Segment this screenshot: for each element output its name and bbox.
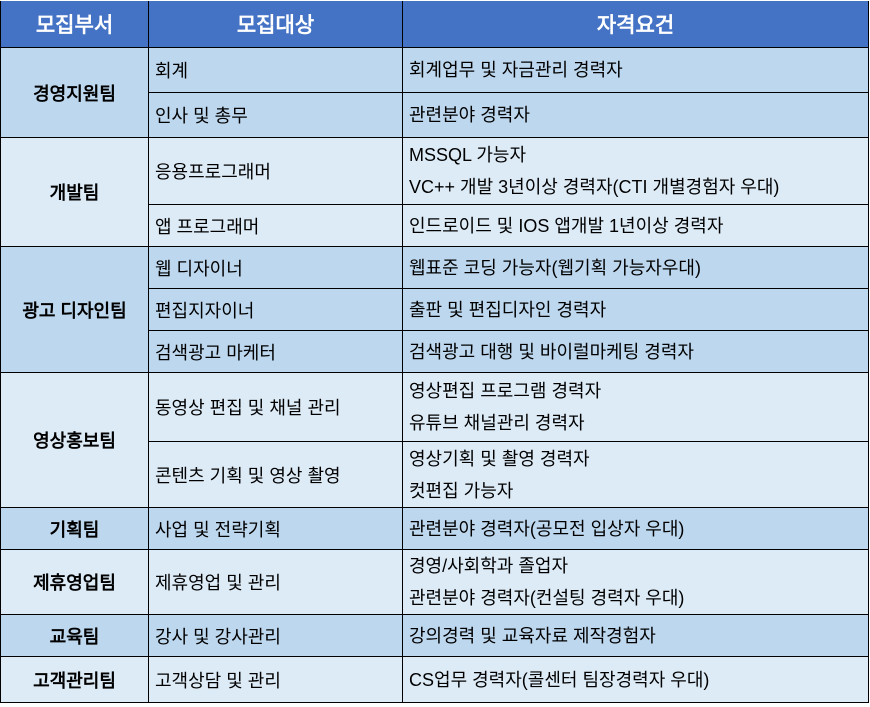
requirement-line: 관련분야 경력자(컨설팅 경력자 우대) [409, 588, 685, 608]
target-cell: 편집지자이너 [148, 288, 403, 331]
target-cell: 사업 및 전략기획 [148, 507, 403, 550]
requirement-line: MSSQL 가능자 [409, 145, 527, 165]
dept-cell: 제휴영업팀 [0, 549, 149, 615]
requirement-cell: 인드로이드 및 IOS 앱개발 1년이상 경력자 [402, 204, 869, 247]
requirement-line: 회계업무 및 자금관리 경력자 [409, 60, 623, 80]
table-row: 콘텐츠 기획 및 영상 촬영 영상기획 및 촬영 경력자 컷편집 가능자 [1, 441, 869, 508]
target-cell: 동영상 편집 및 채널 관리 [148, 372, 403, 442]
target-cell: 강사 및 강사관리 [148, 614, 403, 657]
header-target: 모집대상 [148, 1, 403, 48]
table-row: 편집지자이너 출판 및 편집디자인 경력자 [1, 288, 869, 331]
requirement-line: CS업무 경력자(콜센터 팀장경력자 우대) [409, 669, 710, 690]
dept-cell: 기획팀 [0, 507, 149, 550]
header-dept: 모집부서 [0, 1, 149, 48]
table-row: 기획팀 사업 및 전략기획 관련분야 경력자(공모전 입상자 우대) [0, 507, 869, 550]
target-cell: 인사 및 총무 [148, 92, 403, 138]
requirement-cell: 검색광고 대행 및 바이럴마케팅 경력자 [402, 330, 869, 373]
table-row: 광고 디자인팀 웹 디자이너 웹표준 코딩 가능자(웹기획 가능자우대) [0, 246, 869, 373]
header-row: 모집부서 모집대상 자격요건 [0, 1, 869, 48]
table-row: 고객관리팀 고객상담 및 관리 CS업무 경력자(콜센터 팀장경력자 우대) [0, 656, 869, 703]
target-cell: 제휴영업 및 관리 [148, 549, 403, 615]
requirement-line: 인드로이드 및 IOS 앱개발 1년이상 경력자 [409, 215, 724, 236]
requirement-line: 컷편집 가능자 [409, 480, 514, 501]
requirement-cell: 웹표준 코딩 가능자(웹기획 가능자우대) [402, 246, 869, 289]
requirement-cell: CS업무 경력자(콜센터 팀장경력자 우대) [402, 656, 869, 703]
requirement-line: 웹표준 코딩 가능자(웹기획 가능자우대) [409, 257, 701, 278]
requirement-cell: 회계업무 및 자금관리 경력자 [402, 47, 869, 93]
requirement-cell: 관련분야 경력자 [402, 92, 869, 138]
dept-cell: 개발팀 [0, 137, 149, 247]
requirement-cell: MSSQL 가능자 VC++ 개발 3년이상 경력자(CTI 개별경험자 우대) [402, 137, 869, 205]
requirement-line: 유튜브 채널관리 경력자 [409, 413, 585, 433]
table-row: 영상홍보팀 동영상 편집 및 채널 관리 영상편집 프로그램 경력자 유튜브 채널관리… [0, 372, 869, 508]
target-cell: 고객상담 및 관리 [148, 656, 403, 703]
requirement-line: 영상편집 프로그램 경력자 [409, 381, 602, 401]
target-cell: 응용프로그래머 [148, 137, 403, 205]
dept-cell: 교육팀 [0, 614, 149, 657]
target-cell: 검색광고 마케터 [148, 330, 403, 373]
requirement-line: VC++ 개발 3년이상 경력자(CTI 개별경험자 우대) [409, 177, 780, 197]
requirement-line: 강의경력 및 교육자료 제작경험자 [409, 625, 656, 646]
requirement-line: 영상기획 및 촬영 경력자 [409, 448, 590, 469]
target-cell: 회계 [148, 47, 403, 93]
target-cell: 콘텐츠 기획 및 영상 촬영 [148, 441, 403, 508]
requirement-cell: 강의경력 및 교육자료 제작경험자 [402, 614, 869, 657]
requirement-line: 검색광고 대행 및 바이럴마케팅 경력자 [409, 341, 694, 362]
target-cell: 앱 프로그래머 [148, 204, 403, 247]
dept-cell: 영상홍보팀 [0, 372, 149, 508]
table-row: 검색광고 마케터 검색광고 대행 및 바이럴마케팅 경력자 [1, 330, 869, 373]
requirement-line: 출판 및 편집디자인 경력자 [409, 299, 607, 320]
dept-cell: 광고 디자인팀 [0, 246, 149, 373]
table-row: 교육팀 강사 및 강사관리 강의경력 및 교육자료 제작경험자 [0, 614, 869, 657]
requirement-cell: 출판 및 편집디자인 경력자 [402, 288, 869, 331]
target-cell: 웹 디자이너 [148, 246, 403, 289]
requirement-line: 관련분야 경력자 [409, 105, 530, 125]
requirement-line: 관련분야 경력자(공모전 입상자 우대) [409, 518, 685, 539]
table-row: 인사 및 총무 관련분야 경력자 [1, 92, 869, 138]
table-row: 개발팀 응용프로그래머 MSSQL 가능자 VC++ 개발 3년이상 경력자(CTI … [0, 137, 869, 247]
requirement-cell: 관련분야 경력자(공모전 입상자 우대) [402, 507, 869, 550]
requirement-line: 경영/사회학과 졸업자 [409, 556, 569, 576]
header-requirement: 자격요건 [402, 1, 869, 48]
table-row: 앱 프로그래머 인드로이드 및 IOS 앱개발 1년이상 경력자 [1, 204, 869, 247]
dept-cell: 고객관리팀 [0, 656, 149, 703]
dept-cell: 경영지원팀 [0, 47, 149, 138]
table-row: 경영지원팀 회계 회계업무 및 자금관리 경력자 [0, 47, 869, 138]
table-row: 제휴영업팀 제휴영업 및 관리 경영/사회학과 졸업자 관련분야 경력자(컨설팅 경력… [0, 549, 869, 615]
